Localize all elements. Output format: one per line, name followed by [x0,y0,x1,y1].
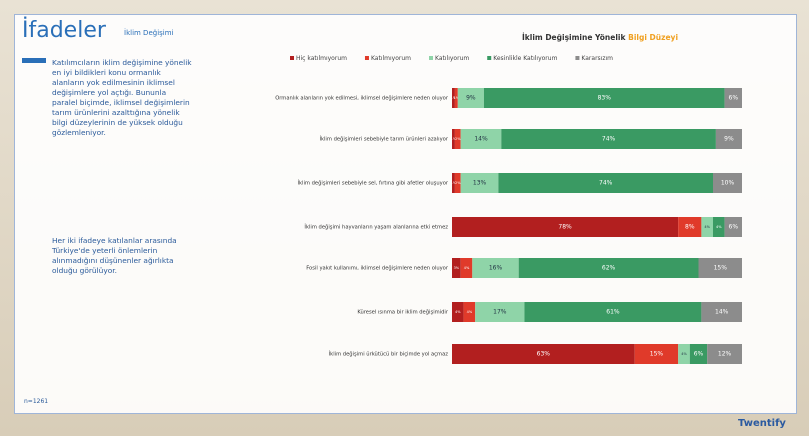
category-label: Küresel ısınma bir iklim değişimidir [357,309,449,316]
chart: İklim Değişimine Yönelik Bilgi Düzeyi Hi… [0,0,809,436]
value-label: 61% [606,309,620,316]
value-label: 13% [473,180,487,187]
legend-swatch [290,56,294,60]
value-label: 4% [455,310,461,314]
category-label: İklim değişimleri sebebiyle tarım ürünle… [319,136,448,143]
value-label: 62% [602,265,616,272]
value-label: 3% [454,266,460,270]
value-label: 63% [537,351,551,358]
chart-title-main: İklim Değişimine Yönelik [522,33,627,42]
value-label: 6% [694,351,704,358]
value-label: 9% [466,95,476,102]
value-label: 14% [474,136,488,143]
category-label: Ormanlık alanların yok edilmesi, iklimse… [275,95,449,102]
value-label: 4% [681,352,687,356]
value-label: 74% [599,180,613,187]
legend-label: Kararsızım [581,55,613,62]
category-label: Fosil yakıt kullanımı, iklimsel değişiml… [306,265,449,272]
legend-label: Katılıyorum [435,55,469,62]
chart-title: İklim Değişimine Yönelik Bilgi Düzeyi [522,33,678,42]
value-label: 14% [715,309,729,316]
value-label: 10% [721,180,735,187]
chart-title-highlight: Bilgi Düzeyi [628,33,678,42]
value-label: 15% [650,351,664,358]
value-label: 4% [464,266,470,270]
value-label: 17% [493,309,507,316]
legend-swatch [575,56,579,60]
value-label: 8% [685,224,695,231]
value-label: 78% [558,224,572,231]
value-label: 15% [714,265,728,272]
value-label: 74% [602,136,616,143]
value-label: 83% [598,95,612,102]
category-label: İklim değişimleri sebebiyle sel, fırtına… [297,180,448,187]
value-label: 6% [729,95,739,102]
value-label: 4% [716,225,722,229]
value-label: 2% [455,137,461,141]
value-label: 2% [455,181,461,185]
value-label: 4% [704,225,710,229]
category-label: İklim değişimi ürkütücü bir biçimde yol … [329,351,449,358]
legend-swatch [487,56,491,60]
legend-label: Kesinlikle Katılıyorum [493,55,557,62]
value-label: 9% [724,136,734,143]
value-label: 4% [467,310,473,314]
legend-label: Hiç katılmıyorum [296,55,347,62]
category-label: İklim değişimi hayvanların yaşam alanlar… [304,224,448,231]
value-label: 16% [489,265,503,272]
legend-swatch [429,56,433,60]
slide: İfadeler İklim Değişimi Katılımcıların i… [0,0,809,436]
legend-label: Katılmıyorum [371,55,411,62]
value-label: 12% [718,351,732,358]
value-label: 6% [729,224,739,231]
legend-swatch [365,56,369,60]
